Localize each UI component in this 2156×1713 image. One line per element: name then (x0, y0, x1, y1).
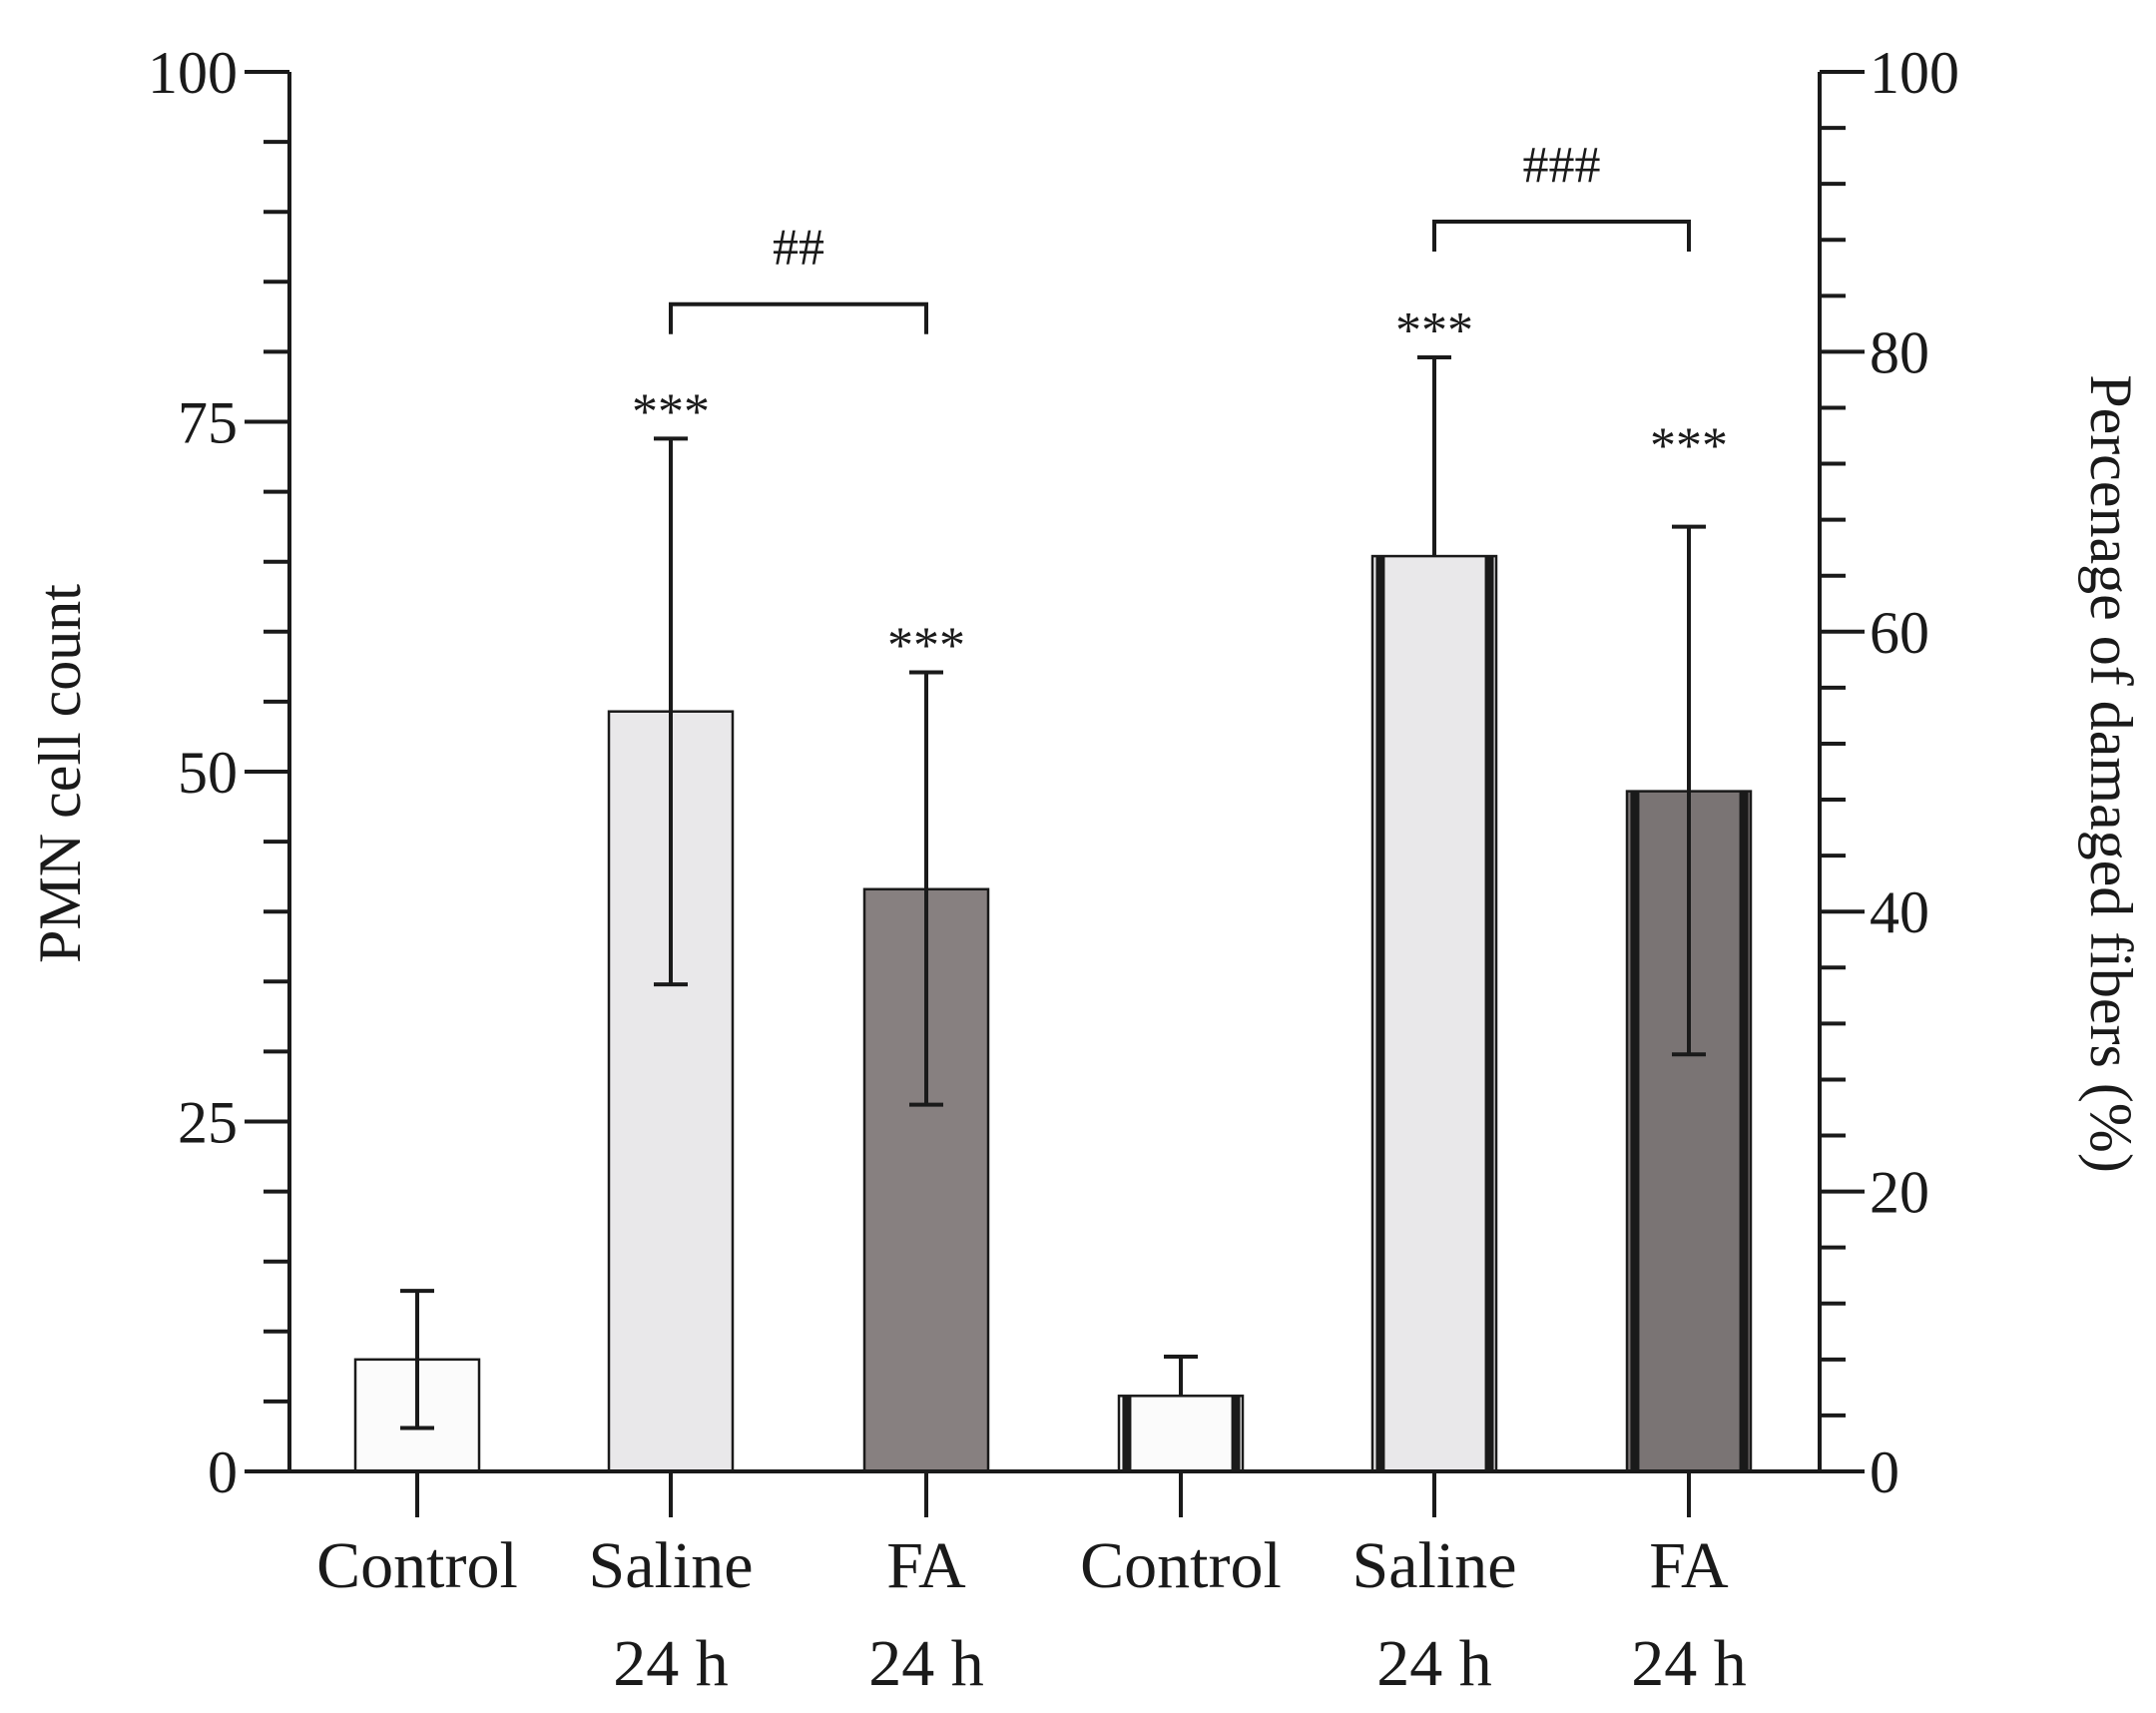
error-bar-6 (1672, 524, 1706, 1057)
bar-5-stripe-1 (1375, 556, 1385, 1471)
right-tick-label-60: 60 (1870, 600, 1929, 666)
comparison-bracket-1-line (669, 301, 928, 334)
right-axis-title: Percenage of damaged fibers (%) (2078, 374, 2144, 1173)
category-label-5: Saline (1352, 1529, 1517, 1602)
error-bar-1 (400, 1289, 434, 1430)
bar-6 (1625, 790, 1753, 1473)
right-tick-label-40: 40 (1870, 879, 1929, 945)
left-tick-label-50: 50 (178, 740, 238, 806)
comparison-bracket-2-line (1432, 220, 1691, 253)
category-sublabel-5: 24 h (1376, 1627, 1492, 1700)
left-tick-label-0: 0 (208, 1439, 238, 1505)
right-tick-label-0: 0 (1870, 1439, 1899, 1505)
comparison-bracket-2: ### (1432, 137, 1691, 253)
category-label-2: Saline (589, 1529, 754, 1602)
error-bar-4 (1164, 1355, 1198, 1397)
significance-label-5: *** (1395, 302, 1473, 359)
error-bar-2 (654, 436, 688, 987)
error-bar-5 (1417, 355, 1451, 557)
comparison-bracket-2-label: ### (1523, 137, 1601, 194)
bar-5 (1370, 554, 1498, 1473)
bar-6-stripe-1 (1630, 791, 1640, 1471)
right-tick-label-100: 100 (1870, 40, 1959, 106)
annotations-group: ************##### (632, 137, 1728, 674)
category-sublabel-6: 24 h (1631, 1627, 1747, 1700)
error-bars-group (400, 355, 1706, 1430)
bars-group (353, 554, 1753, 1473)
right-tick-label-20: 20 (1870, 1160, 1929, 1226)
left-tick-label-75: 75 (178, 390, 238, 456)
comparison-bracket-1-label: ## (773, 220, 824, 277)
right-tick-label-80: 80 (1870, 319, 1929, 385)
left-axis-title: PMN cell count (27, 584, 93, 963)
bar-4-stripe-1 (1122, 1396, 1132, 1471)
error-bar-3 (909, 670, 943, 1107)
comparison-bracket-1: ## (669, 220, 928, 334)
bar-6-stripe-2 (1739, 791, 1749, 1471)
significance-label-6: *** (1650, 418, 1728, 475)
category-label-1: Control (316, 1529, 518, 1602)
bar-4-body (1117, 1395, 1245, 1473)
category-sublabel-3: 24 h (868, 1627, 984, 1700)
bar-5-stripe-2 (1484, 556, 1494, 1471)
significance-label-3: *** (887, 617, 965, 674)
bar-4-stripe-2 (1231, 1396, 1241, 1471)
bar-4 (1117, 1395, 1245, 1473)
significance-label-2: *** (632, 383, 710, 440)
axes-group: 0 25 50 75 100 0 20 40 60 80 100 Control Saline 24 h F… (148, 40, 1959, 1700)
category-label-6: FA (1649, 1529, 1729, 1602)
bar-5-body (1370, 554, 1498, 1473)
left-tick-label-100: 100 (148, 40, 238, 106)
category-label-4: Control (1080, 1529, 1282, 1602)
left-tick-label-25: 25 (178, 1090, 238, 1156)
category-label-3: FA (886, 1529, 966, 1602)
category-sublabel-2: 24 h (613, 1627, 729, 1700)
